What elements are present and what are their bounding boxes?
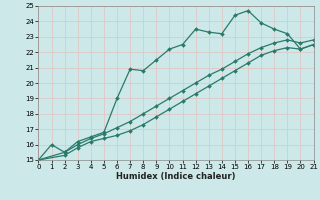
X-axis label: Humidex (Indice chaleur): Humidex (Indice chaleur): [116, 172, 236, 181]
